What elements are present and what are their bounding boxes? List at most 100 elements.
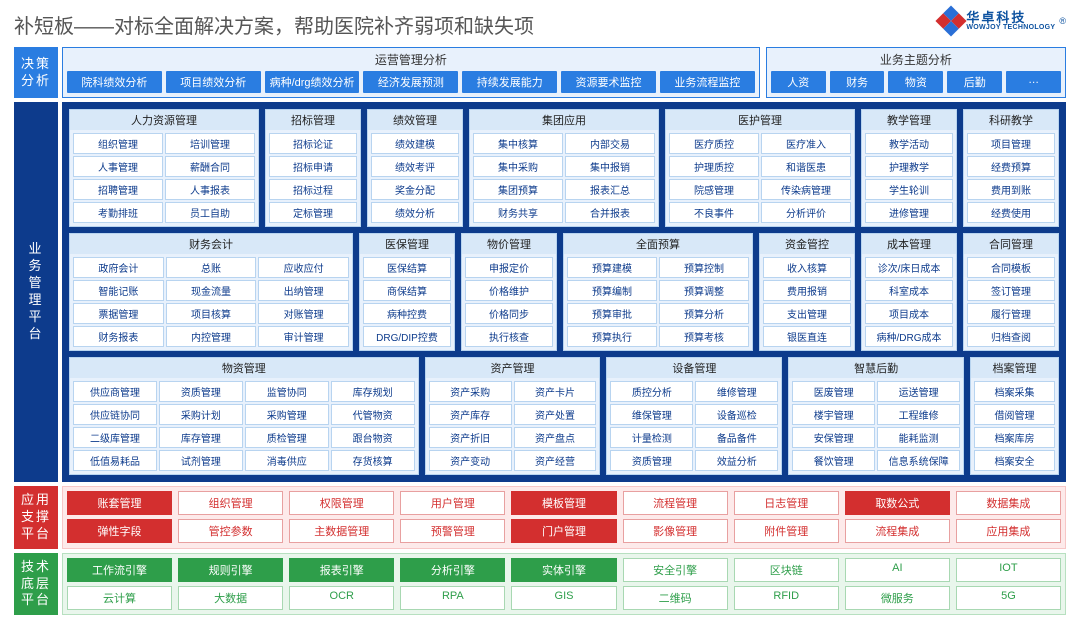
module-title: 智慧后勤 [789,358,963,378]
decision-item: 业务流程监控 [660,71,755,93]
decision-item: 后勤 [947,71,1002,93]
module-cell: 培训管理 [165,133,255,154]
module-cell: 招标过程 [269,179,357,200]
module-cell: 预算编制 [567,280,657,301]
module-cell: 资产折旧 [429,427,512,448]
module-cell: 楼宇管理 [792,404,875,425]
module-cell: 库存规划 [331,381,415,402]
tech-cell: 规则引擎 [178,558,283,582]
module-cell: 医疗准入 [761,133,851,154]
module-cell: 档案安全 [974,450,1055,471]
module: 设备管理质控分析维修管理维保管理设备巡检计量检测备品备件资质管理效益分析 [606,357,782,475]
app-cell: 应用集成 [956,519,1061,543]
module-cell: 医保结算 [363,257,451,278]
module-cell: 考勤排班 [73,202,163,223]
module-cell: 病种控费 [363,303,451,324]
app-cell: 主数据管理 [289,519,394,543]
module-cell: 预算控制 [659,257,749,278]
module-cell: 现金流量 [166,280,257,301]
module-cell: 项目核算 [166,303,257,324]
module-title: 人力资源管理 [70,110,258,130]
decision-item: 物资 [888,71,943,93]
tech-cell: GIS [511,586,616,610]
module-cell: 集中核算 [473,133,563,154]
module-cell: 供应链协同 [73,404,157,425]
side-app: 应用支撑平台 [14,486,58,549]
module-cell: 资产库存 [429,404,512,425]
module-cell: 采购管理 [245,404,329,425]
module-cell: 设备巡检 [695,404,778,425]
page-title: 补短板——对标全面解决方案，帮助医院补齐弱项和缺失项 [14,10,534,39]
logo-mark [936,5,967,36]
module-cell: 教学活动 [865,133,953,154]
module-cell: 经费使用 [967,202,1055,223]
module-cell: 预算分析 [659,303,749,324]
module-cell: 低值易耗品 [73,450,157,471]
module-cell: 内部交易 [565,133,655,154]
module-cell: 院感管理 [669,179,759,200]
module-title: 财务会计 [70,234,352,254]
tech-cell: 云计算 [67,586,172,610]
decision-panel: 运营管理分析院科绩效分析项目绩效分析病种/drg绩效分析经济发展预测持续发展能力… [62,47,760,98]
module-cell: 档案采集 [974,381,1055,402]
module-cell: 资产变动 [429,450,512,471]
tech-cell: OCR [289,586,394,610]
module-cell: 预算执行 [567,326,657,347]
module-cell: 银医直连 [763,326,851,347]
tech-cell: 分析引擎 [400,558,505,582]
module-cell: 二级库管理 [73,427,157,448]
module-cell: 招标论证 [269,133,357,154]
module-cell: 政府会计 [73,257,164,278]
module: 物价管理申报定价价格维护价格同步执行核查 [461,233,557,351]
tech-cell: RFID [734,586,839,610]
module-cell: 总账 [166,257,257,278]
tech-cell: 5G [956,586,1061,610]
tech-cell: 报表引擎 [289,558,394,582]
module-cell: 代管物资 [331,404,415,425]
module-title: 医保管理 [360,234,454,254]
module-cell: 财务报表 [73,326,164,347]
module-cell: 价格维护 [465,280,553,301]
decision-item: 项目绩效分析 [166,71,261,93]
app-cell: 管控参数 [178,519,283,543]
tech-cell: 区块链 [734,558,839,582]
module-title: 全面预算 [564,234,752,254]
module-cell: 资质管理 [610,450,693,471]
module-cell: 科室成本 [865,280,953,301]
module-cell: 餐饮管理 [792,450,875,471]
module-cell: 传染病管理 [761,179,851,200]
module-cell: 资产卡片 [514,381,597,402]
module-cell: 预算建模 [567,257,657,278]
panel-title: 业务主题分析 [767,48,1065,71]
module: 物资管理供应商管理资质管理监管协同库存规划供应链协同采购计划采购管理代管物资二级… [69,357,419,475]
app-cell: 流程管理 [623,491,728,515]
tech-cell: RPA [400,586,505,610]
module-title: 档案管理 [971,358,1058,378]
module-title: 合同管理 [964,234,1058,254]
module: 科研教学项目管理经费预算费用到账经费使用 [963,109,1059,227]
decision-item: 持续发展能力 [462,71,557,93]
module-cell: 进修管理 [865,202,953,223]
module-cell: 诊次/床日成本 [865,257,953,278]
tech-cell: 大数据 [178,586,283,610]
module-title: 科研教学 [964,110,1058,130]
app-cell: 权限管理 [289,491,394,515]
module-cell: 预算调整 [659,280,749,301]
module-cell: 定标管理 [269,202,357,223]
app-cell: 影像管理 [623,519,728,543]
decision-item: 经济发展预测 [363,71,458,93]
app-cell: 预警管理 [400,519,505,543]
module-title: 资金管控 [760,234,854,254]
module-title: 物价管理 [462,234,556,254]
module-cell: 绩效分析 [371,202,459,223]
module-cell: 维保管理 [610,404,693,425]
app-cell: 弹性字段 [67,519,172,543]
module-cell: 招聘管理 [73,179,163,200]
module: 绩效管理绩效建模绩效考评奖金分配绩效分析 [367,109,463,227]
module-cell: 资产采购 [429,381,512,402]
tech-cell: IOT [956,558,1061,582]
module-cell: 签订管理 [967,280,1055,301]
app-cell: 流程集成 [845,519,950,543]
module-cell: 学生轮训 [865,179,953,200]
module-cell: 申报定价 [465,257,553,278]
